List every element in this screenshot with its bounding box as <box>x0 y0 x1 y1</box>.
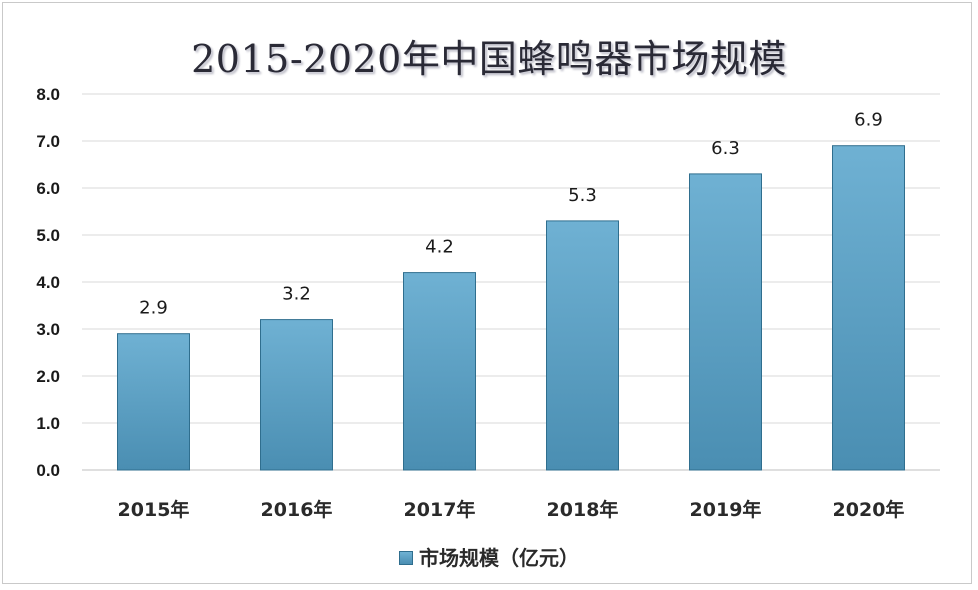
value-labels: 2.9 3.2 4.2 5.3 6.3 6.9 <box>139 110 883 319</box>
y-tick-label: 7.0 <box>36 132 60 151</box>
y-tick-label: 0.0 <box>36 461 60 480</box>
data-label: 3.2 <box>282 284 311 305</box>
data-label: 4.2 <box>425 237 454 258</box>
x-tick-label: 2017年 <box>404 498 476 521</box>
legend-label: 市场规模（亿元） <box>419 546 579 570</box>
bar <box>260 319 333 471</box>
x-axis-categories: 2015年 2016年 2017年 2018年 2019年 2020年 <box>118 498 905 521</box>
data-label: 2.9 <box>139 298 168 319</box>
chart-frame <box>2 2 972 584</box>
chart-title: 2015-2020年中国蜂鸣器市场规模 <box>191 37 787 81</box>
y-tick-label: 4.0 <box>36 273 60 292</box>
y-tick-label: 8.0 <box>36 85 60 104</box>
legend: 市场规模（亿元） <box>0 542 978 571</box>
y-tick-label: 2.0 <box>36 367 60 386</box>
x-tick-label: 2018年 <box>547 498 619 521</box>
x-tick-label: 2015年 <box>118 498 190 521</box>
data-label: 6.9 <box>854 110 883 131</box>
grid-lines <box>82 93 940 471</box>
bar <box>117 333 190 471</box>
bar <box>689 173 762 471</box>
bar <box>832 145 905 471</box>
y-tick-label: 3.0 <box>36 320 60 339</box>
y-tick-label: 1.0 <box>36 414 60 433</box>
y-tick-label: 6.0 <box>36 179 60 198</box>
legend-swatch <box>399 550 413 565</box>
x-tick-label: 2020年 <box>833 498 905 521</box>
data-label: 5.3 <box>568 185 597 206</box>
x-tick-label: 2019年 <box>690 498 762 521</box>
x-tick-label: 2016年 <box>261 498 333 521</box>
y-axis-ticks: 0.0 1.0 2.0 3.0 4.0 5.0 6.0 7.0 8.0 <box>36 85 60 480</box>
data-label: 6.3 <box>711 138 740 159</box>
bar <box>546 220 619 471</box>
bars <box>117 145 905 471</box>
bar <box>403 272 476 471</box>
y-tick-label: 5.0 <box>36 226 60 245</box>
